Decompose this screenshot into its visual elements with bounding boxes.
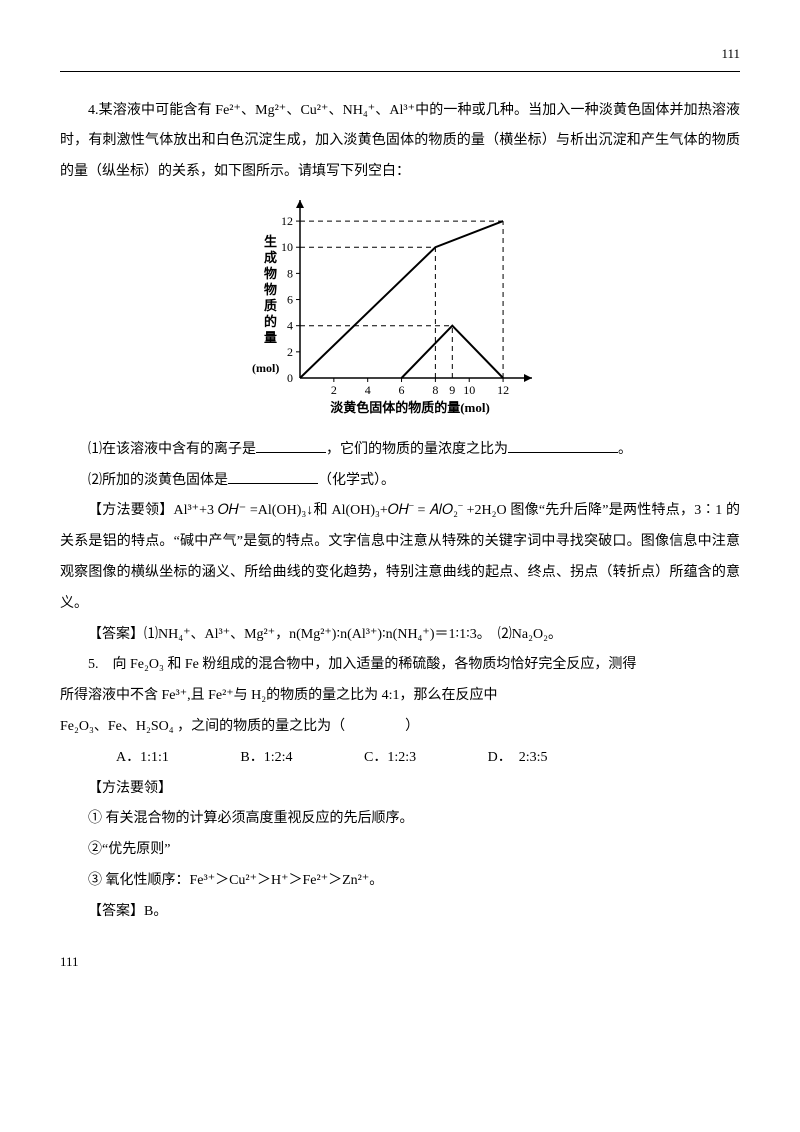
opt-b: B．1:2:4 — [212, 743, 292, 774]
q5-stem2: 所得溶液中不含 Fe³⁺,且 Fe²⁺与 H₂的物质的量之比为 4:1，那么在反… — [60, 681, 740, 712]
q5-stem3b: ） — [405, 719, 419, 734]
q5-method-3: ③ 氧化性顺序：Fe³⁺＞Cu²⁺＞H⁺＞Fe²⁺＞Zn²⁺。 — [60, 866, 740, 897]
q5-method-1: ① 有关混合物的计算必须高度重视反应的先后顺序。 — [60, 804, 740, 835]
q5-stem1: 5. 向 Fe₂O₃ 和 Fe 粉组成的混合物中，加入适量的稀硫酸，各物质均恰好… — [60, 650, 740, 681]
svg-text:12: 12 — [281, 214, 293, 228]
svg-text:8: 8 — [287, 266, 293, 280]
q4-method: 【方法要领】Al³⁺+3 𝑂𝐻⁻ =Al(OH)₃↓和 Al(OH)₃+𝑂𝐻⁻ … — [60, 496, 740, 619]
svg-text:6: 6 — [287, 293, 293, 307]
q4-sub2: ⑵所加的淡黄色固体是 （化学式）。 — [60, 466, 740, 497]
opt-c: C．1:2:3 — [336, 743, 416, 774]
svg-text:物: 物 — [264, 266, 277, 281]
svg-text:生: 生 — [264, 234, 277, 249]
svg-text:成: 成 — [264, 250, 277, 265]
svg-text:4: 4 — [287, 319, 293, 333]
q5-method-2: ②“优先原则” — [60, 835, 740, 866]
q4-sub1b: ，它们的物质的量浓度之比为 — [326, 442, 508, 457]
q5-options: A．1:1:1 B．1:2:4 C．1:2:3 D． 2:3:5 — [60, 743, 740, 774]
opt-d: D． 2:3:5 — [460, 743, 548, 774]
svg-text:质: 质 — [264, 298, 277, 313]
svg-text:0: 0 — [287, 371, 293, 385]
blank-formula — [228, 469, 318, 484]
page-number-bottom: 111 — [60, 948, 740, 977]
q4-sub1c: 。 — [618, 442, 632, 457]
svg-text:2: 2 — [331, 383, 337, 397]
q5-stem3: Fe₂O₃、Fe、H₂SO₄ ，之间的物质的量之比为（ ） — [60, 712, 740, 743]
svg-text:淡黄色固体的物质的量(mol): 淡黄色固体的物质的量(mol) — [330, 400, 490, 415]
q4-sub2b: （化学式）。 — [318, 473, 395, 488]
svg-text:9: 9 — [449, 383, 455, 397]
blank-ions — [256, 438, 326, 453]
svg-text:10: 10 — [463, 383, 475, 397]
svg-text:(mol): (mol) — [252, 361, 279, 375]
q4-sub1a: ⑴在该溶液中含有的离子是 — [88, 442, 256, 457]
q4-answer: 【答案】⑴NH₄⁺、Al³⁺、Mg²⁺，n(Mg²⁺)∶n(Al³⁺)∶n(NH… — [60, 620, 740, 651]
svg-text:4: 4 — [365, 383, 371, 397]
chart-svg: 246810129246810120生成物物质的量(mol)淡黄色固体的物质的量… — [250, 198, 550, 418]
svg-text:12: 12 — [497, 383, 509, 397]
svg-text:6: 6 — [399, 383, 405, 397]
q5-answer: 【答案】B。 — [60, 897, 740, 928]
q5-method-h: 【方法要领】 — [60, 774, 740, 805]
svg-text:量: 量 — [264, 330, 277, 345]
q5-stem3a: Fe₂O₃、Fe、H₂SO₄ ，之间的物质的量之比为（ — [60, 719, 345, 734]
svg-text:物: 物 — [264, 282, 277, 297]
page-number-top: 111 — [60, 40, 740, 72]
q4-sub2a: ⑵所加的淡黄色固体是 — [88, 473, 228, 488]
q4-stem: 4.某溶液中可能含有 Fe²⁺、Mg²⁺、Cu²⁺、NH₄⁺、Al³⁺中的一种或… — [60, 96, 740, 188]
svg-text:10: 10 — [281, 240, 293, 254]
q4-sub1: ⑴在该溶液中含有的离子是 ，它们的物质的量浓度之比为 。 — [60, 435, 740, 466]
svg-text:2: 2 — [287, 345, 293, 359]
opt-a: A．1:1:1 — [88, 743, 169, 774]
svg-text:的: 的 — [264, 314, 277, 329]
chart-container: 246810129246810120生成物物质的量(mol)淡黄色固体的物质的量… — [60, 198, 740, 431]
blank-ratio — [508, 438, 618, 453]
svg-text:8: 8 — [432, 383, 438, 397]
